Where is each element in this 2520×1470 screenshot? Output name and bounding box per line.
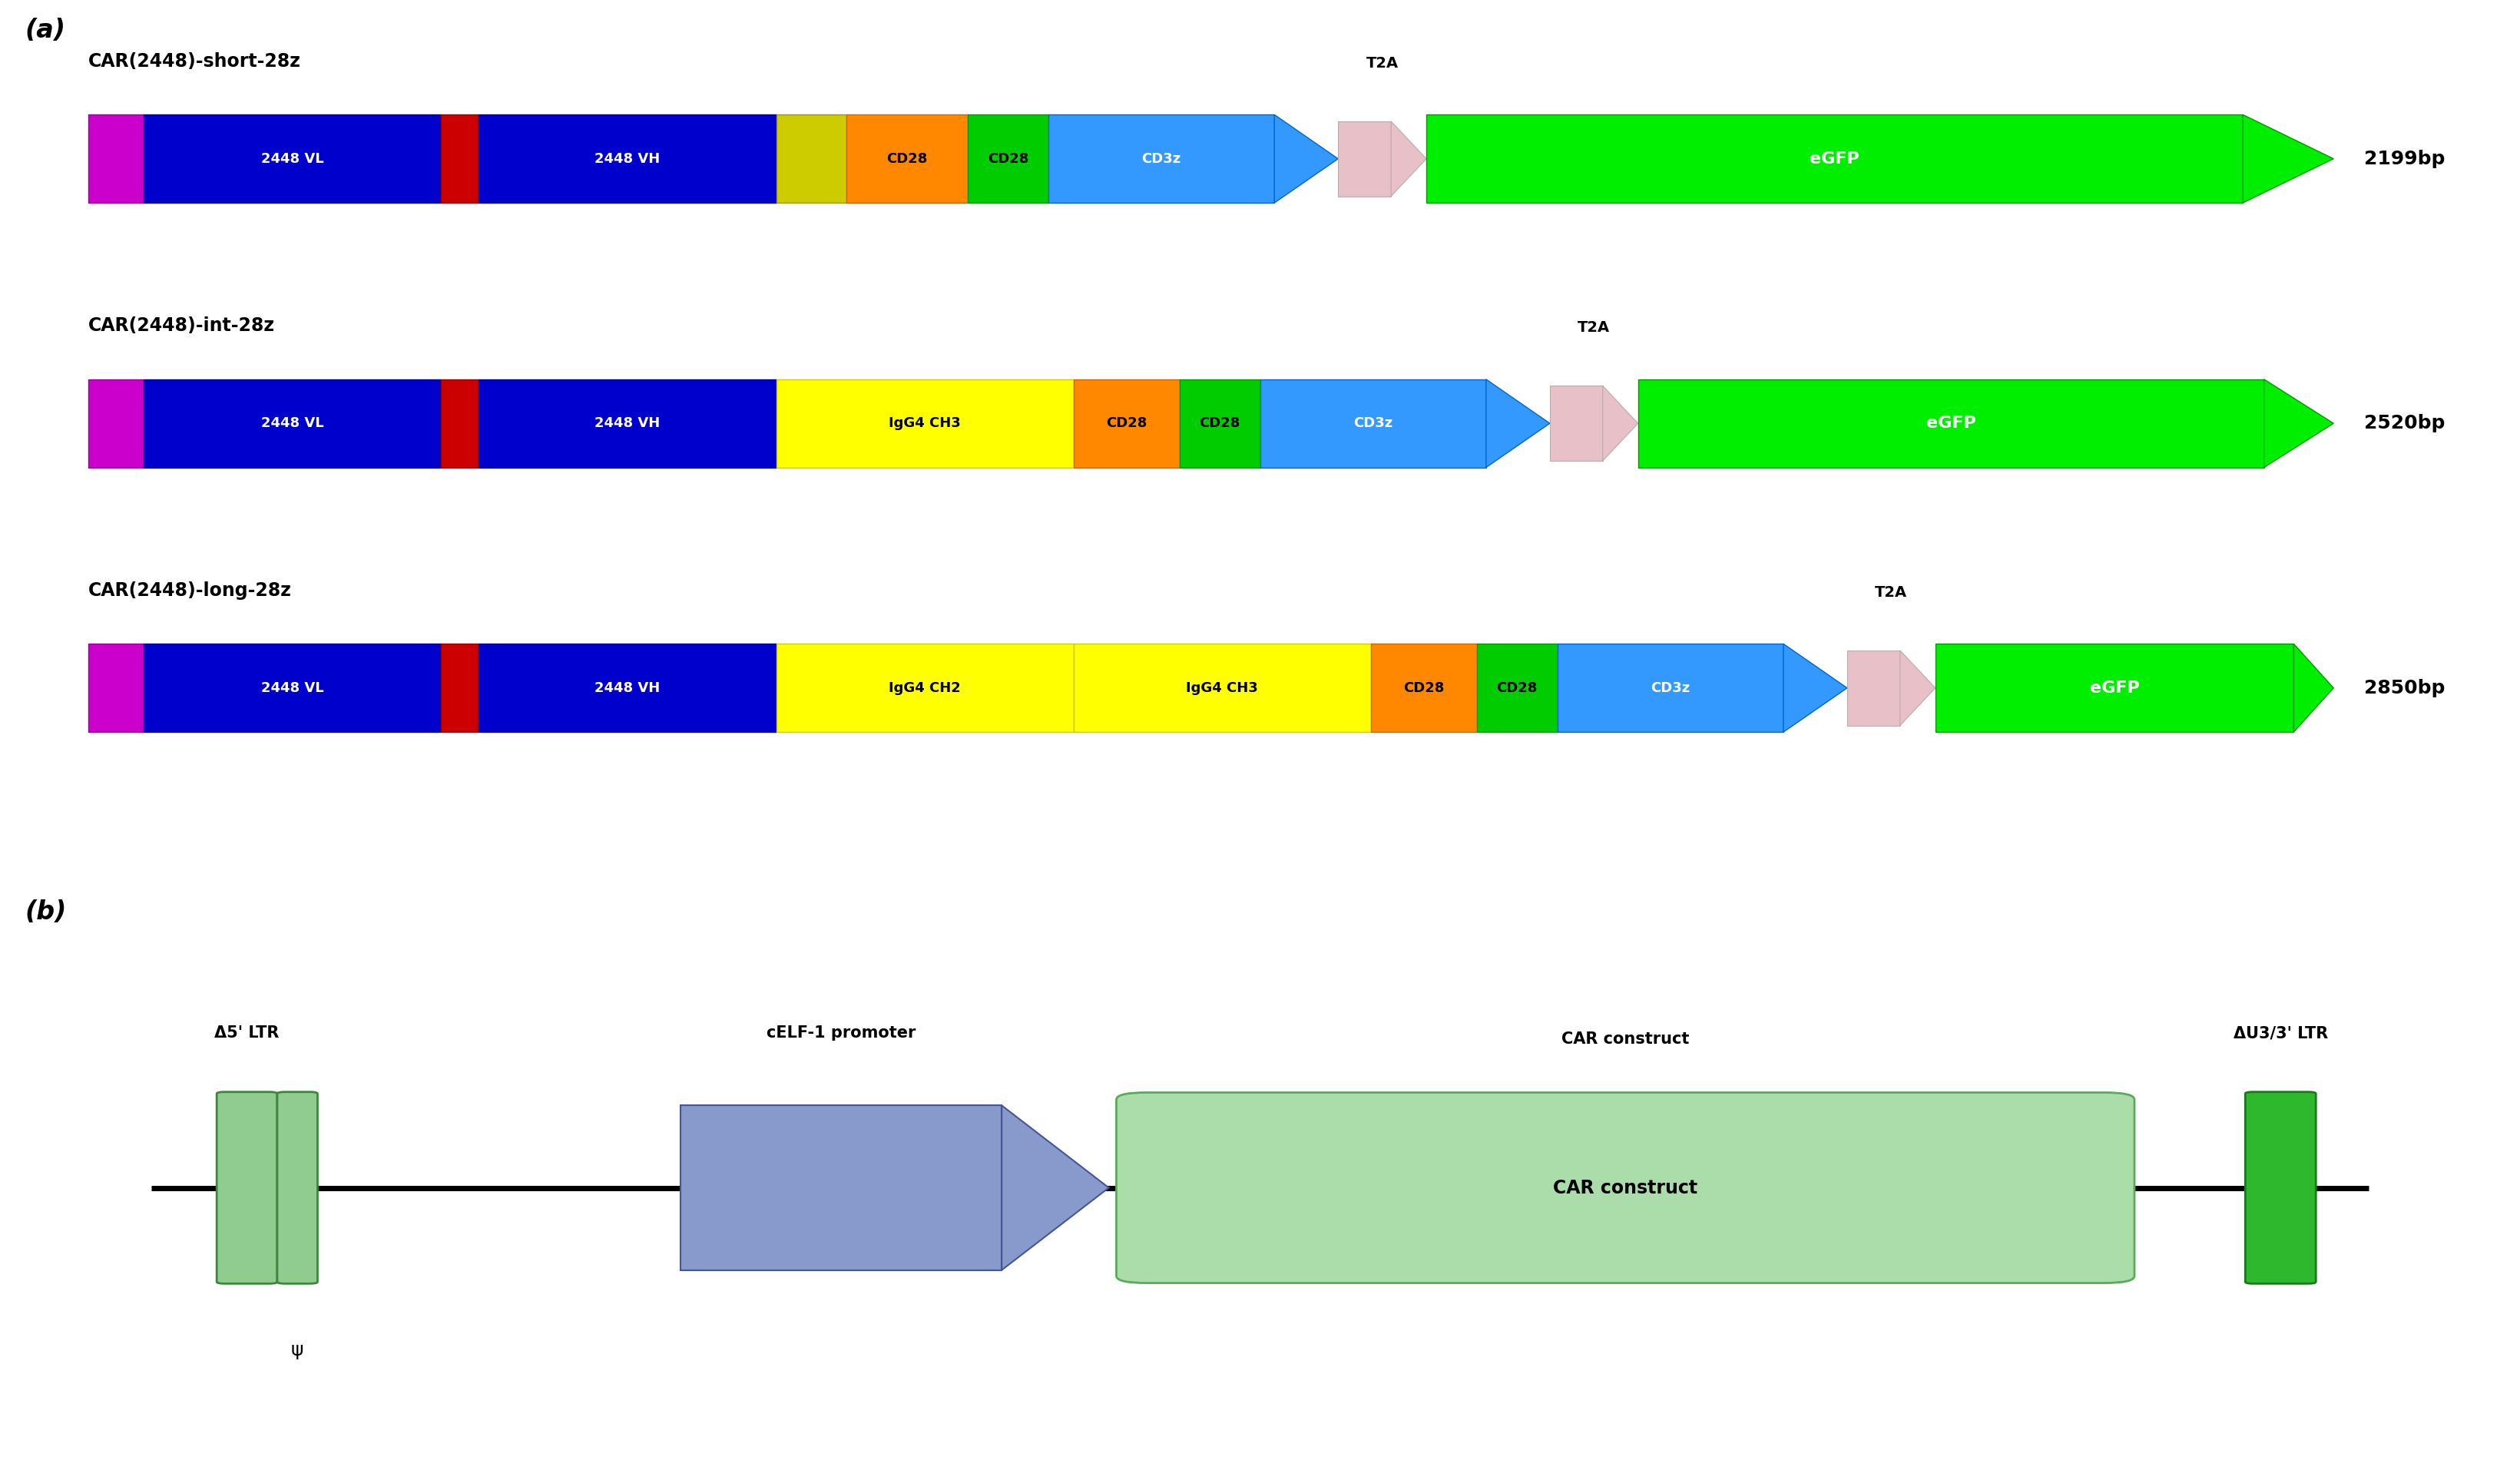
- FancyBboxPatch shape: [217, 1092, 277, 1283]
- Text: 2520bp: 2520bp: [2364, 415, 2444, 432]
- Text: 2448 VH: 2448 VH: [595, 681, 660, 695]
- Bar: [1477, 644, 1557, 732]
- Text: (a): (a): [25, 18, 66, 43]
- Bar: [144, 115, 441, 203]
- Polygon shape: [1900, 650, 1935, 725]
- Text: CD28: CD28: [1106, 416, 1147, 431]
- Text: T2A: T2A: [1366, 56, 1399, 71]
- Bar: [479, 379, 776, 467]
- Text: CD3z: CD3z: [1142, 151, 1182, 166]
- Text: 2448 VL: 2448 VL: [262, 151, 323, 166]
- Text: IgG4 CH2: IgG4 CH2: [890, 681, 960, 695]
- Text: CAR construct: CAR construct: [1562, 1032, 1688, 1047]
- Text: CAR(2448)-long-28z: CAR(2448)-long-28z: [88, 581, 292, 600]
- Text: IgG4 CH3: IgG4 CH3: [1187, 681, 1257, 695]
- Bar: [680, 1105, 1000, 1270]
- Text: 2448 VL: 2448 VL: [262, 681, 323, 695]
- Text: 2448 VH: 2448 VH: [595, 151, 660, 166]
- Bar: [1550, 385, 1603, 460]
- Text: Δ5' LTR: Δ5' LTR: [214, 1026, 280, 1041]
- Text: CD3z: CD3z: [1353, 416, 1394, 431]
- Polygon shape: [2243, 115, 2334, 203]
- Text: CAR(2448)-int-28z: CAR(2448)-int-28z: [88, 316, 275, 335]
- Bar: [479, 115, 776, 203]
- Bar: [441, 115, 479, 203]
- Polygon shape: [1784, 644, 1847, 732]
- Text: IgG4 CH3: IgG4 CH3: [890, 416, 960, 431]
- Text: eGFP: eGFP: [2089, 681, 2139, 695]
- Text: CAR construct: CAR construct: [1552, 1179, 1698, 1197]
- Bar: [847, 115, 968, 203]
- Bar: [1338, 121, 1391, 196]
- Bar: [1426, 115, 2243, 203]
- Text: 2448 VL: 2448 VL: [262, 416, 323, 431]
- Text: CD3z: CD3z: [1651, 681, 1691, 695]
- Bar: [144, 644, 441, 732]
- Bar: [441, 644, 479, 732]
- Text: CD28: CD28: [1200, 416, 1240, 431]
- Bar: [1260, 379, 1487, 467]
- Bar: [776, 115, 847, 203]
- Bar: [1074, 644, 1371, 732]
- Bar: [1074, 379, 1179, 467]
- Text: 2850bp: 2850bp: [2364, 679, 2444, 697]
- Polygon shape: [1487, 379, 1550, 467]
- Text: T2A: T2A: [1578, 320, 1610, 335]
- Text: CD28: CD28: [1404, 681, 1444, 695]
- Polygon shape: [1000, 1105, 1109, 1270]
- Polygon shape: [1391, 121, 1426, 196]
- Bar: [776, 644, 1074, 732]
- Bar: [144, 379, 441, 467]
- Bar: [968, 115, 1048, 203]
- Text: eGFP: eGFP: [1925, 416, 1976, 431]
- FancyBboxPatch shape: [277, 1092, 318, 1283]
- Text: T2A: T2A: [1875, 585, 1908, 600]
- Bar: [1371, 644, 1477, 732]
- Polygon shape: [2263, 379, 2334, 467]
- Bar: [1638, 379, 2263, 467]
- Bar: [88, 644, 144, 732]
- Bar: [1048, 115, 1275, 203]
- Bar: [479, 644, 776, 732]
- FancyBboxPatch shape: [2245, 1092, 2316, 1283]
- Bar: [88, 379, 144, 467]
- Bar: [1557, 644, 1784, 732]
- Text: CAR(2448)-short-28z: CAR(2448)-short-28z: [88, 51, 300, 71]
- Text: ΔU3/3' LTR: ΔU3/3' LTR: [2233, 1026, 2328, 1041]
- Text: CD28: CD28: [1497, 681, 1537, 695]
- Bar: [441, 379, 479, 467]
- Text: cELF-1 promoter: cELF-1 promoter: [766, 1026, 915, 1041]
- Text: CD28: CD28: [887, 151, 927, 166]
- Text: CD28: CD28: [988, 151, 1028, 166]
- Text: 2199bp: 2199bp: [2364, 150, 2444, 168]
- Bar: [1935, 644, 2293, 732]
- FancyBboxPatch shape: [1116, 1092, 2134, 1283]
- Text: eGFP: eGFP: [1809, 151, 1860, 166]
- Polygon shape: [1603, 385, 1638, 460]
- Bar: [88, 115, 144, 203]
- Bar: [1847, 650, 1900, 725]
- Text: ψ: ψ: [290, 1341, 305, 1360]
- Polygon shape: [2293, 644, 2334, 732]
- Polygon shape: [1275, 115, 1338, 203]
- Bar: [1179, 379, 1260, 467]
- Bar: [776, 379, 1074, 467]
- Text: (b): (b): [25, 900, 68, 925]
- Text: 2448 VH: 2448 VH: [595, 416, 660, 431]
